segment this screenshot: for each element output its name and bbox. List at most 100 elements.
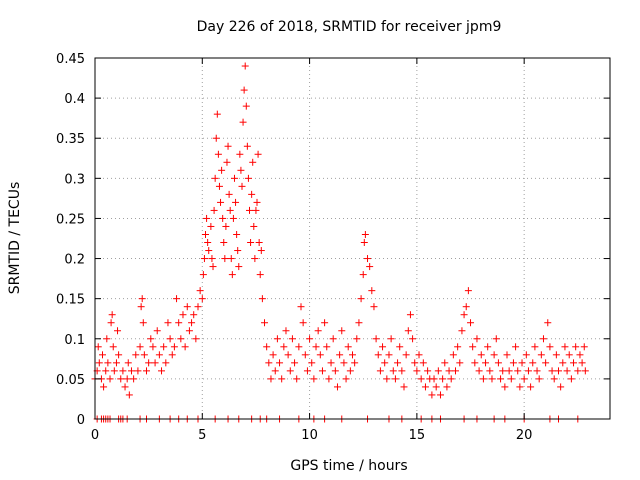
data-point bbox=[155, 351, 163, 359]
data-point bbox=[497, 375, 505, 383]
data-point bbox=[351, 359, 359, 367]
data-point bbox=[559, 359, 567, 367]
data-point bbox=[370, 303, 378, 311]
data-point bbox=[239, 118, 247, 126]
data-point bbox=[137, 303, 145, 311]
data-point bbox=[372, 335, 380, 343]
y-tick-label: 0.15 bbox=[56, 293, 85, 308]
data-point bbox=[505, 367, 513, 375]
data-point bbox=[276, 359, 284, 367]
data-point bbox=[458, 327, 466, 335]
data-point bbox=[469, 343, 477, 351]
data-point bbox=[284, 351, 292, 359]
data-point bbox=[349, 351, 356, 359]
data-point bbox=[104, 359, 112, 367]
data-point bbox=[546, 343, 554, 351]
data-point bbox=[381, 359, 389, 367]
data-point bbox=[234, 247, 242, 255]
data-point bbox=[452, 367, 459, 375]
data-point bbox=[475, 367, 483, 375]
data-point bbox=[353, 335, 361, 343]
data-point bbox=[212, 134, 220, 142]
data-point bbox=[168, 351, 176, 359]
data-point bbox=[252, 206, 260, 214]
data-point bbox=[537, 351, 545, 359]
data-point bbox=[164, 319, 172, 327]
data-point bbox=[127, 367, 135, 375]
data-point bbox=[406, 311, 414, 319]
data-point bbox=[529, 359, 537, 367]
data-point bbox=[361, 230, 369, 238]
data-point bbox=[494, 359, 502, 367]
data-point bbox=[512, 343, 520, 351]
chart-title: Day 226 of 2018, SRMTID for receiver jpm… bbox=[197, 19, 502, 35]
data-point bbox=[486, 367, 494, 375]
data-point bbox=[103, 335, 111, 343]
data-point bbox=[218, 166, 226, 174]
data-point bbox=[134, 367, 142, 375]
x-tick-label: 5 bbox=[198, 428, 206, 443]
data-point bbox=[209, 263, 217, 271]
data-point bbox=[413, 367, 421, 375]
data-point bbox=[574, 367, 582, 375]
data-point bbox=[138, 295, 146, 303]
data-point bbox=[507, 375, 515, 383]
plot-frame bbox=[94, 57, 611, 420]
data-point bbox=[368, 287, 376, 295]
data-point bbox=[121, 383, 129, 391]
data-point bbox=[242, 102, 250, 110]
data-point bbox=[314, 327, 322, 335]
data-point bbox=[205, 247, 213, 255]
data-point bbox=[366, 263, 374, 271]
data-point bbox=[342, 375, 350, 383]
data-point bbox=[391, 375, 399, 383]
data-point bbox=[124, 359, 132, 367]
data-point bbox=[220, 239, 228, 247]
data-point bbox=[331, 367, 339, 375]
data-point bbox=[396, 343, 404, 351]
data-point bbox=[477, 351, 485, 359]
data-point bbox=[203, 214, 211, 222]
data-point bbox=[355, 319, 363, 327]
data-point bbox=[278, 375, 286, 383]
data-point bbox=[394, 359, 402, 367]
data-point bbox=[524, 367, 532, 375]
data-point bbox=[207, 222, 215, 230]
data-point bbox=[170, 343, 178, 351]
data-point bbox=[246, 206, 253, 214]
data-point bbox=[222, 222, 230, 230]
data-point bbox=[419, 359, 427, 367]
data-point bbox=[544, 319, 552, 327]
data-point bbox=[449, 351, 457, 359]
data-point bbox=[228, 271, 236, 279]
data-point bbox=[383, 375, 391, 383]
data-point bbox=[100, 383, 108, 391]
data-point bbox=[210, 206, 218, 214]
data-point bbox=[323, 343, 331, 351]
data-point bbox=[175, 319, 183, 327]
data-point bbox=[572, 343, 580, 351]
data-point bbox=[225, 190, 233, 198]
data-point bbox=[404, 327, 412, 335]
data-point bbox=[333, 383, 341, 391]
data-point bbox=[269, 351, 277, 359]
data-point bbox=[106, 375, 114, 383]
data-point bbox=[533, 367, 541, 375]
data-point bbox=[202, 230, 210, 238]
y-tick-label: 0.4 bbox=[64, 92, 85, 107]
data-point bbox=[149, 343, 157, 351]
data-point bbox=[158, 367, 166, 375]
data-point bbox=[552, 351, 560, 359]
data-point bbox=[185, 327, 193, 335]
data-point bbox=[263, 343, 271, 351]
data-point bbox=[310, 375, 318, 383]
data-point bbox=[385, 351, 393, 359]
data-point bbox=[160, 343, 168, 351]
x-tick-label: 15 bbox=[409, 428, 426, 443]
data-point bbox=[112, 359, 120, 367]
data-point bbox=[430, 375, 438, 383]
data-point bbox=[312, 343, 320, 351]
data-point bbox=[411, 359, 419, 367]
data-point bbox=[454, 343, 462, 351]
